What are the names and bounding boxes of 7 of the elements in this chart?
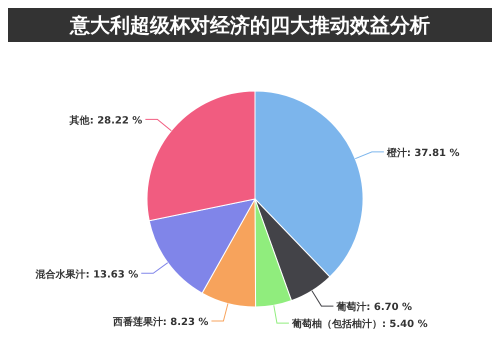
- slice-label: 葡萄汁: 6.70 %: [335, 301, 412, 314]
- chart-title: 意大利超级杯对经济的四大推动效益分析: [8, 8, 492, 42]
- slice-label: 葡萄柚（包括柚汁）: 5.40 %: [290, 318, 428, 330]
- slice-label: 橙汁: 37.81 %: [386, 146, 460, 159]
- slice-label: 西番莲果汁: 8.23 %: [112, 316, 208, 328]
- slice-label: 混合水果汁: 13.63 %: [34, 268, 138, 280]
- slice-label: 其他: 28.22 %: [68, 114, 142, 126]
